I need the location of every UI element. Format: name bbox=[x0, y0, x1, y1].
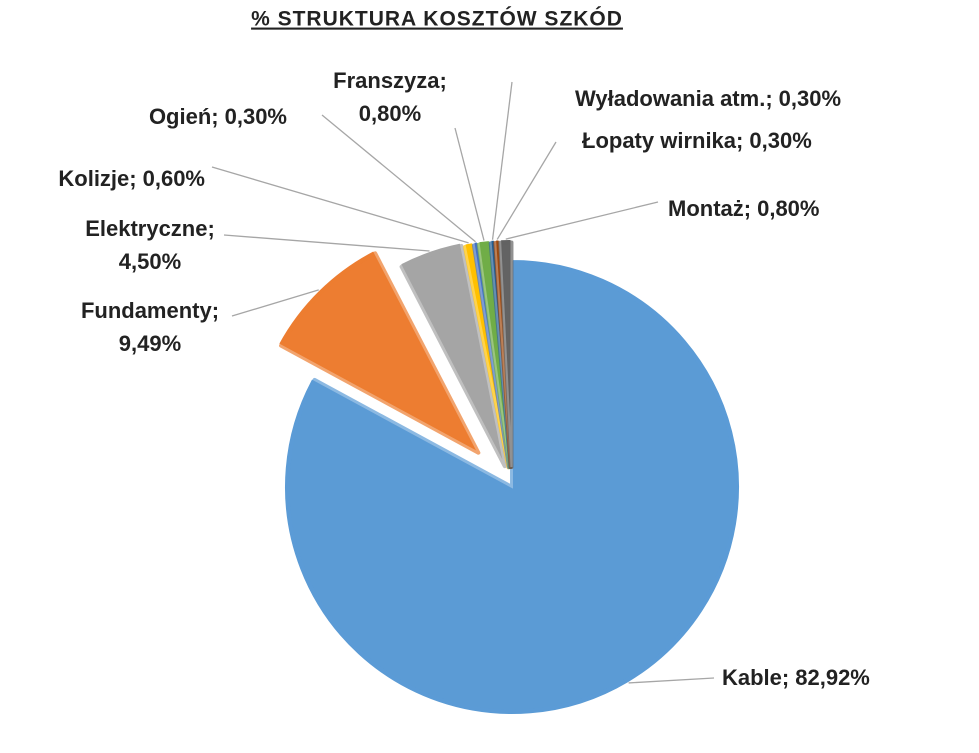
category-label: Wyładowania atm. bbox=[575, 86, 765, 111]
label-separator: ; bbox=[744, 196, 751, 221]
value-label: 0,80% bbox=[359, 101, 421, 126]
value-label: 0,60% bbox=[143, 166, 205, 191]
label-separator: ; bbox=[765, 86, 772, 111]
data-label: Kolizje; 0,60% bbox=[58, 166, 205, 191]
pie-slice-border bbox=[285, 260, 739, 714]
value-label: 9,49% bbox=[119, 331, 181, 356]
leader-line bbox=[496, 141, 557, 240]
category-label: Elektryczne bbox=[85, 216, 207, 241]
value-label: 0,30% bbox=[749, 128, 811, 153]
category-label: Kable bbox=[722, 665, 782, 690]
data-label: Łopaty wirnika; 0,30% bbox=[582, 128, 812, 153]
value-label: 82,92% bbox=[795, 665, 870, 690]
leader-line bbox=[211, 166, 469, 244]
label-separator: ; bbox=[211, 104, 218, 129]
pie-slice-border bbox=[279, 251, 481, 455]
data-label: Fundamenty; 9,49% bbox=[81, 298, 219, 356]
pie-slice-border bbox=[399, 243, 507, 469]
leader-line bbox=[491, 81, 513, 240]
leader-line bbox=[223, 234, 430, 252]
category-label: Łopaty wirnika bbox=[582, 128, 737, 153]
data-label: Ogień; 0,30% bbox=[149, 104, 287, 129]
data-label: Wyładowania atm.; 0,30% bbox=[575, 86, 841, 111]
category-label: Franszyza bbox=[333, 68, 440, 93]
data-label: Elektryczne; 4,50% bbox=[85, 216, 215, 274]
label-separator: ; bbox=[440, 68, 447, 93]
label-separator: ; bbox=[782, 665, 789, 690]
leader-line bbox=[628, 677, 715, 684]
label-separator: ; bbox=[736, 128, 743, 153]
leader-line bbox=[454, 127, 485, 241]
data-label: Franszyza; 0,80% bbox=[333, 68, 447, 126]
value-label: 0,30% bbox=[225, 104, 287, 129]
pie-slice-border bbox=[498, 240, 514, 469]
category-label: Montaż bbox=[668, 196, 744, 221]
category-label: Ogień bbox=[149, 104, 211, 129]
pie-slice bbox=[276, 248, 481, 456]
label-separator: ; bbox=[212, 298, 219, 323]
pie-slice bbox=[283, 257, 741, 716]
chart-title: % STRUKTURA KOSZTÓW SZKÓD bbox=[251, 7, 623, 31]
leader-line bbox=[505, 201, 659, 240]
leader-line bbox=[321, 114, 476, 243]
data-label: Montaż; 0,80% bbox=[668, 196, 819, 221]
value-label: 0,30% bbox=[779, 86, 841, 111]
label-separator: ; bbox=[207, 216, 214, 241]
value-label: 0,80% bbox=[757, 196, 819, 221]
value-label: 4,50% bbox=[119, 249, 181, 274]
category-label: Kolizje bbox=[58, 166, 129, 191]
category-label: Fundamenty bbox=[81, 298, 213, 323]
label-separator: ; bbox=[129, 166, 136, 191]
leader-line bbox=[231, 289, 319, 317]
data-label: Kable; 82,92% bbox=[722, 665, 870, 690]
